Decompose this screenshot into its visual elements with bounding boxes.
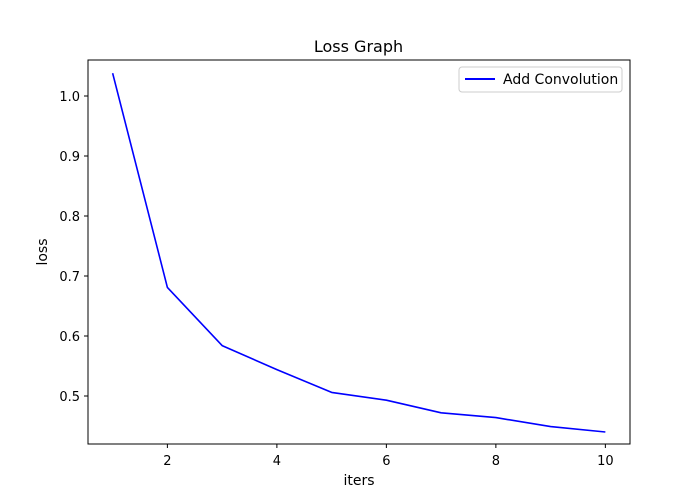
x-tick-label: 6	[382, 454, 390, 469]
legend: Add Convolution	[458, 66, 623, 93]
y-axis-ticks: 0.5 0.6 0.7 0.8 0.9 1.0	[59, 90, 88, 405]
series-layer	[111, 73, 606, 433]
y-tick-label: 0.7	[59, 270, 80, 285]
x-tick-label: 2	[163, 454, 171, 469]
plot-frame	[87, 59, 631, 445]
chart-title: Loss Graph	[314, 37, 403, 56]
x-tick-label: 10	[597, 454, 614, 469]
y-tick-label: 0.8	[59, 210, 80, 225]
y-tick-label: 0.5	[59, 390, 80, 405]
y-tick-label: 0.9	[59, 150, 80, 165]
y-tick-label: 0.6	[59, 330, 80, 345]
legend-box	[458, 66, 623, 93]
series-line-add-convolution	[111, 73, 606, 433]
legend-label-add-convolution: Add Convolution	[503, 72, 618, 88]
x-tick-label: 8	[492, 454, 500, 469]
y-tick-label: 1.0	[59, 90, 80, 105]
x-tick-label: 4	[273, 454, 281, 469]
x-axis-ticks: 2 4 6 8 10	[163, 444, 614, 469]
y-axis-label: loss	[35, 238, 51, 265]
x-axis-label: iters	[343, 473, 374, 489]
